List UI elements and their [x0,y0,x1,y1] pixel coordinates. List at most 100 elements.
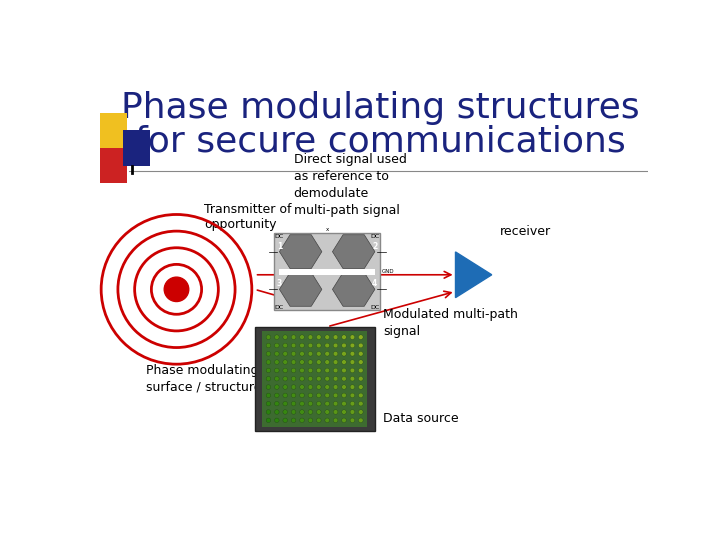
Ellipse shape [333,343,338,348]
Polygon shape [279,272,322,306]
Text: x: x [325,227,329,232]
Ellipse shape [266,343,271,348]
Ellipse shape [359,410,363,414]
Bar [124,131,150,166]
Ellipse shape [317,360,321,365]
Ellipse shape [325,376,330,381]
Text: Data source: Data source [383,411,459,425]
Ellipse shape [266,335,271,340]
Text: 4: 4 [372,279,377,288]
Ellipse shape [333,385,338,389]
Ellipse shape [300,376,305,381]
Ellipse shape [325,352,330,356]
Text: 3: 3 [277,279,282,288]
Ellipse shape [300,368,305,373]
Ellipse shape [283,376,287,381]
Ellipse shape [283,343,287,348]
Ellipse shape [283,360,287,365]
Ellipse shape [359,393,363,397]
Ellipse shape [274,410,279,414]
Ellipse shape [283,393,287,397]
Ellipse shape [308,335,312,340]
Ellipse shape [292,335,296,340]
Text: 2: 2 [372,242,377,252]
Ellipse shape [359,352,363,356]
Ellipse shape [325,393,330,397]
Ellipse shape [300,385,305,389]
Ellipse shape [292,376,296,381]
Ellipse shape [359,385,363,389]
Polygon shape [279,235,322,268]
Ellipse shape [350,376,355,381]
Ellipse shape [342,352,346,356]
Ellipse shape [317,335,321,340]
Ellipse shape [308,385,312,389]
Ellipse shape [333,368,338,373]
Ellipse shape [317,376,321,381]
Ellipse shape [274,335,279,340]
Ellipse shape [350,410,355,414]
Ellipse shape [342,418,346,423]
Ellipse shape [342,385,346,389]
Ellipse shape [164,277,189,301]
Ellipse shape [266,368,271,373]
Ellipse shape [342,343,346,348]
Ellipse shape [274,385,279,389]
Ellipse shape [300,418,305,423]
Ellipse shape [266,410,271,414]
Ellipse shape [350,352,355,356]
Text: DC: DC [370,234,379,239]
Ellipse shape [266,401,271,406]
Ellipse shape [333,376,338,381]
Ellipse shape [308,376,312,381]
Ellipse shape [342,376,346,381]
Bar [262,331,367,427]
Ellipse shape [274,352,279,356]
Ellipse shape [342,410,346,414]
Ellipse shape [317,393,321,397]
Ellipse shape [350,418,355,423]
Text: receiver: receiver [500,225,552,238]
Ellipse shape [325,401,330,406]
Ellipse shape [292,393,296,397]
Ellipse shape [325,335,330,340]
Ellipse shape [333,393,338,397]
Text: Phase modulating structures: Phase modulating structures [121,91,639,125]
Ellipse shape [333,352,338,356]
Ellipse shape [325,410,330,414]
Ellipse shape [350,343,355,348]
Ellipse shape [266,376,271,381]
Bar [100,113,127,148]
Ellipse shape [300,393,305,397]
Ellipse shape [300,401,305,406]
Text: for secure communications: for secure communications [135,125,626,159]
Ellipse shape [359,418,363,423]
Ellipse shape [266,352,271,356]
Polygon shape [333,272,375,306]
Ellipse shape [283,368,287,373]
Ellipse shape [359,360,363,365]
Ellipse shape [266,393,271,397]
Ellipse shape [333,410,338,414]
Ellipse shape [292,343,296,348]
Ellipse shape [342,335,346,340]
Ellipse shape [325,343,330,348]
Ellipse shape [308,410,312,414]
Bar [274,233,380,310]
Ellipse shape [292,401,296,406]
Bar [100,148,127,183]
Ellipse shape [342,368,346,373]
Ellipse shape [317,410,321,414]
Ellipse shape [333,335,338,340]
Ellipse shape [325,418,330,423]
Ellipse shape [274,376,279,381]
Ellipse shape [274,401,279,406]
Text: 1: 1 [277,242,282,252]
Ellipse shape [308,401,312,406]
Ellipse shape [308,352,312,356]
Ellipse shape [333,401,338,406]
Ellipse shape [350,393,355,397]
Ellipse shape [283,410,287,414]
Ellipse shape [292,410,296,414]
Ellipse shape [283,352,287,356]
